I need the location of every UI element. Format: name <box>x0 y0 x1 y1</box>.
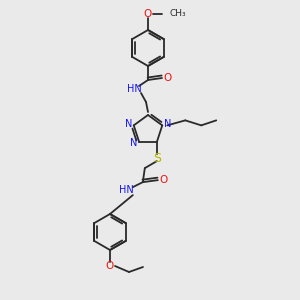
Text: HN: HN <box>127 84 141 94</box>
Text: N: N <box>130 138 138 148</box>
Text: O: O <box>143 9 151 19</box>
Text: CH₃: CH₃ <box>170 10 187 19</box>
Text: O: O <box>164 73 172 83</box>
Text: S: S <box>153 152 161 165</box>
Text: O: O <box>105 261 113 271</box>
Text: HN: HN <box>119 185 134 195</box>
Text: N: N <box>125 119 132 129</box>
Text: N: N <box>164 119 171 129</box>
Text: O: O <box>160 175 168 185</box>
